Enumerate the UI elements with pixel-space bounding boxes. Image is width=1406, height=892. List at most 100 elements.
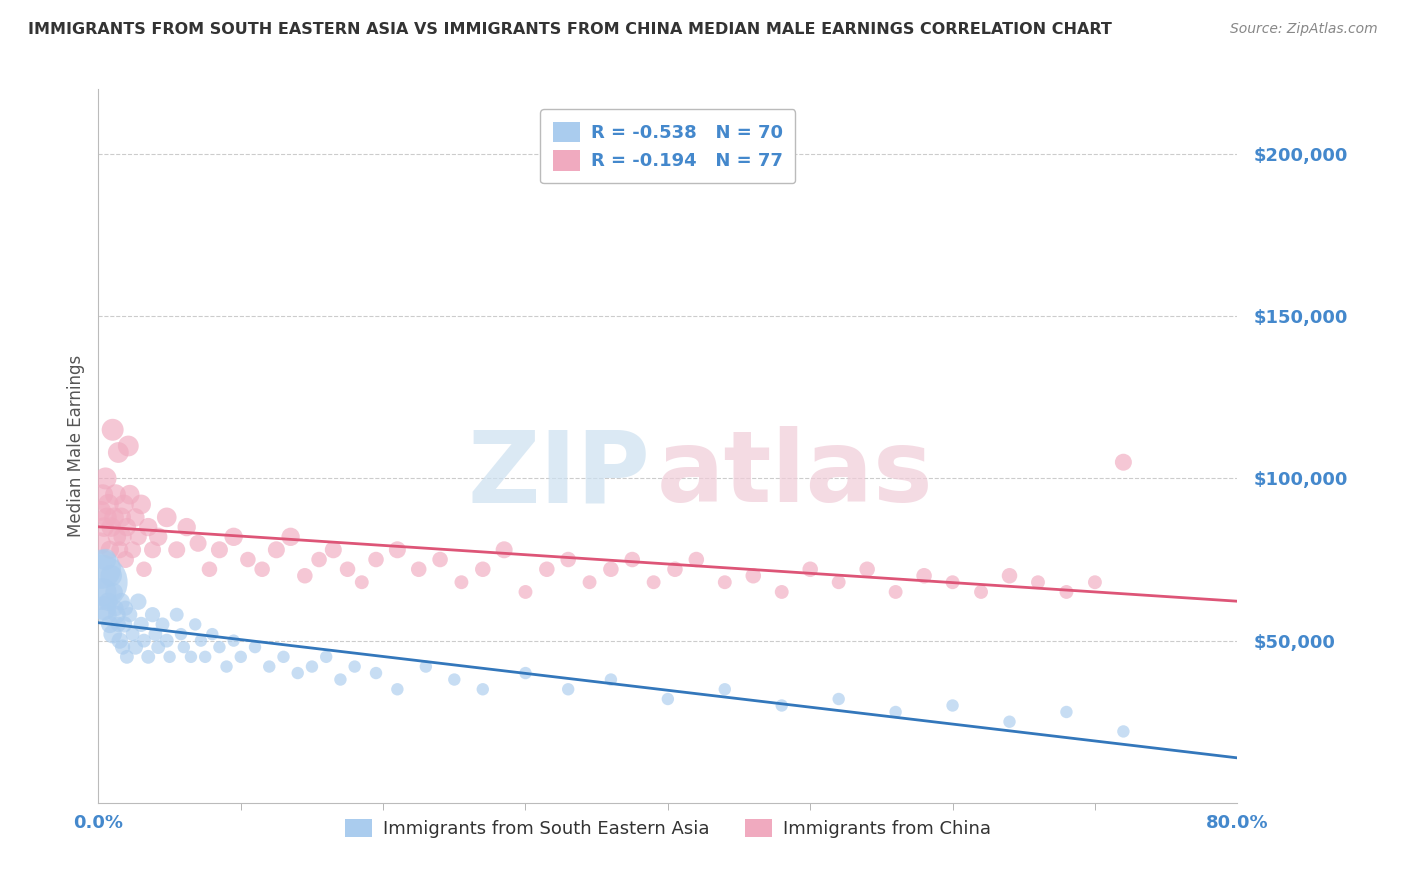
Point xyxy=(129,617,152,632)
Point xyxy=(685,552,707,566)
Point xyxy=(322,542,344,557)
Point xyxy=(266,542,288,557)
Point xyxy=(96,607,118,622)
Point xyxy=(301,659,323,673)
Point xyxy=(471,682,494,697)
Point xyxy=(111,530,134,544)
Point xyxy=(557,552,579,566)
Point xyxy=(97,497,120,511)
Point xyxy=(93,601,115,615)
Point xyxy=(156,633,179,648)
Point xyxy=(194,649,217,664)
Point xyxy=(121,627,143,641)
Point xyxy=(148,640,170,654)
Text: Source: ZipAtlas.com: Source: ZipAtlas.com xyxy=(1230,22,1378,37)
Point xyxy=(91,488,114,502)
Point xyxy=(415,659,437,673)
Point xyxy=(166,542,188,557)
Point xyxy=(180,649,202,664)
Point xyxy=(250,562,273,576)
Point xyxy=(273,649,295,664)
Point xyxy=(190,633,212,648)
Point xyxy=(1026,575,1049,590)
Point xyxy=(90,562,112,576)
Point xyxy=(141,607,163,622)
Point xyxy=(91,585,114,599)
Point xyxy=(515,585,537,599)
Point xyxy=(364,552,387,566)
Point xyxy=(111,640,134,654)
Point xyxy=(156,510,179,524)
Point xyxy=(94,471,117,485)
Point xyxy=(1056,585,1078,599)
Point xyxy=(93,520,115,534)
Point xyxy=(1112,455,1135,469)
Point xyxy=(136,520,159,534)
Point xyxy=(1056,705,1078,719)
Point xyxy=(100,568,122,582)
Point xyxy=(208,640,231,654)
Point xyxy=(387,542,409,557)
Point xyxy=(187,536,209,550)
Point xyxy=(114,552,136,566)
Point xyxy=(112,617,135,632)
Point xyxy=(350,575,373,590)
Point xyxy=(222,530,245,544)
Point xyxy=(107,445,129,459)
Point xyxy=(742,568,765,582)
Point xyxy=(287,666,309,681)
Point xyxy=(621,552,644,566)
Point xyxy=(94,552,117,566)
Point xyxy=(600,673,623,687)
Point xyxy=(1084,575,1107,590)
Point xyxy=(105,530,128,544)
Point xyxy=(132,562,155,576)
Point xyxy=(198,562,221,576)
Point xyxy=(664,562,686,576)
Point xyxy=(110,510,132,524)
Point xyxy=(799,562,821,576)
Y-axis label: Median Male Earnings: Median Male Earnings xyxy=(66,355,84,537)
Point xyxy=(294,568,316,582)
Point xyxy=(98,617,121,632)
Point xyxy=(243,640,266,654)
Point xyxy=(259,659,281,673)
Point xyxy=(856,562,879,576)
Point xyxy=(998,714,1021,729)
Point xyxy=(107,617,129,632)
Point xyxy=(443,673,465,687)
Point xyxy=(942,698,965,713)
Point xyxy=(215,659,238,673)
Point xyxy=(229,649,252,664)
Point xyxy=(170,627,193,641)
Point xyxy=(104,488,127,502)
Point xyxy=(136,649,159,664)
Point xyxy=(315,649,337,664)
Point xyxy=(236,552,259,566)
Point xyxy=(124,510,146,524)
Point xyxy=(515,666,537,681)
Point xyxy=(450,575,472,590)
Point xyxy=(912,568,935,582)
Point xyxy=(578,575,600,590)
Point xyxy=(884,585,907,599)
Point xyxy=(329,673,352,687)
Point xyxy=(89,536,111,550)
Point xyxy=(110,595,132,609)
Point xyxy=(127,530,149,544)
Point xyxy=(104,601,127,615)
Point xyxy=(222,633,245,648)
Point xyxy=(101,423,124,437)
Point xyxy=(942,575,965,590)
Point xyxy=(166,607,188,622)
Point xyxy=(89,575,111,590)
Point xyxy=(105,607,128,622)
Point xyxy=(714,575,737,590)
Point xyxy=(152,617,174,632)
Point xyxy=(280,530,302,544)
Point xyxy=(201,627,224,641)
Point xyxy=(98,542,121,557)
Text: ZIP: ZIP xyxy=(468,426,651,523)
Point xyxy=(90,504,112,518)
Point xyxy=(103,510,125,524)
